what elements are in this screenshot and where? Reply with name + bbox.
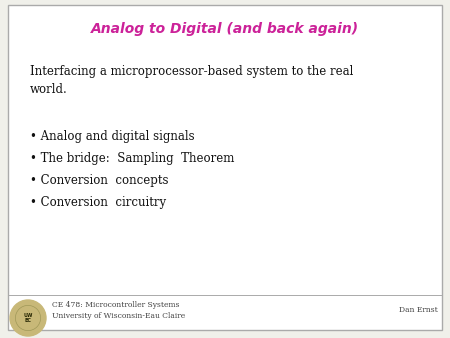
Text: University of Wisconsin-Eau Claire: University of Wisconsin-Eau Claire [52,312,185,320]
Text: Analog to Digital (and back again): Analog to Digital (and back again) [91,22,359,36]
FancyBboxPatch shape [8,5,442,330]
Text: • Conversion  concepts: • Conversion concepts [30,174,168,187]
Text: Dan Ernst: Dan Ernst [399,306,438,314]
Text: • Analog and digital signals: • Analog and digital signals [30,130,194,143]
Text: CE 478: Microcontroller Systems: CE 478: Microcontroller Systems [52,301,180,309]
Circle shape [10,300,46,336]
Text: • The bridge:  Sampling  Theorem: • The bridge: Sampling Theorem [30,152,234,165]
Text: Interfacing a microprocessor-based system to the real
world.: Interfacing a microprocessor-based syste… [30,65,353,96]
Text: UW
EC: UW EC [23,313,33,323]
Text: • Conversion  circuitry: • Conversion circuitry [30,196,166,209]
